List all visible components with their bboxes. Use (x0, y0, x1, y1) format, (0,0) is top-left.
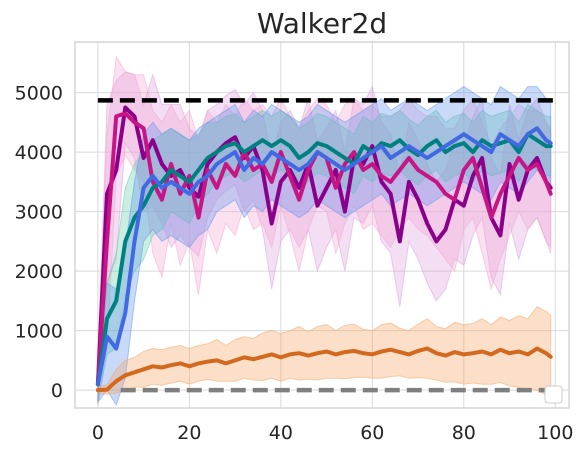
y-tick-label: 2000 (15, 261, 63, 283)
series-4-line (95, 126, 553, 387)
y-tick-label: 0 (51, 380, 63, 402)
plot-frame (74, 41, 570, 409)
chart-title: Walker2d (257, 7, 387, 40)
series-5-line (95, 346, 553, 393)
x-tick-label: 40 (269, 422, 293, 444)
y-tick-label: 1000 (15, 321, 63, 343)
series-lines (95, 105, 553, 393)
y-tick-label: 4000 (15, 142, 63, 164)
y-tick-label: 5000 (15, 83, 63, 105)
x-tick-label: 80 (452, 422, 476, 444)
y-tick-labels: 0 1000 2000 3000 4000 5000 (15, 83, 63, 403)
y-tick-label: 3000 (15, 202, 63, 224)
reference-lines (97, 98, 556, 393)
x-tick-label: 60 (360, 422, 384, 444)
x-tick-label: 0 (92, 422, 104, 444)
x-tick-label: 20 (177, 422, 201, 444)
legend (544, 385, 563, 404)
x-tick-labels: 0 20 40 60 80 100 (92, 422, 574, 444)
x-tick-label: 100 (537, 422, 573, 444)
